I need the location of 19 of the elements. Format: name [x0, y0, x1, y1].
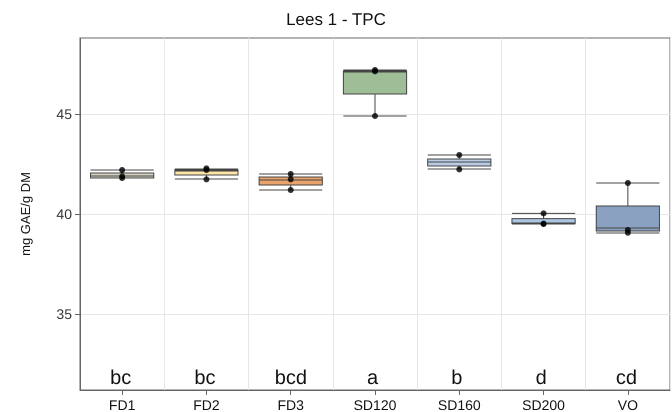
y-tick-label: 35	[56, 306, 72, 322]
chart-title: Lees 1 - TPC	[286, 10, 386, 29]
annotation: bc	[110, 367, 132, 389]
annotation: bcd	[274, 367, 307, 389]
x-tick-label: VO	[618, 397, 638, 412]
y-axis-title: mg GAE/g DM	[18, 172, 33, 256]
annotation: d	[536, 367, 547, 389]
annotation: b	[451, 367, 462, 389]
annotation: cd	[616, 367, 637, 389]
annotation: bc	[194, 367, 216, 389]
y-tick-label: 40	[56, 206, 72, 222]
y-tick-label: 45	[56, 106, 72, 122]
x-tick-label: SD120	[354, 397, 397, 412]
x-tick-label: FD2	[193, 397, 220, 412]
x-tick-label: FD3	[277, 397, 304, 412]
x-tick-label: FD1	[108, 397, 136, 412]
x-tick-label: SD200	[522, 397, 566, 412]
x-tick-label: SD160	[438, 397, 481, 412]
annotation: a	[367, 367, 379, 389]
